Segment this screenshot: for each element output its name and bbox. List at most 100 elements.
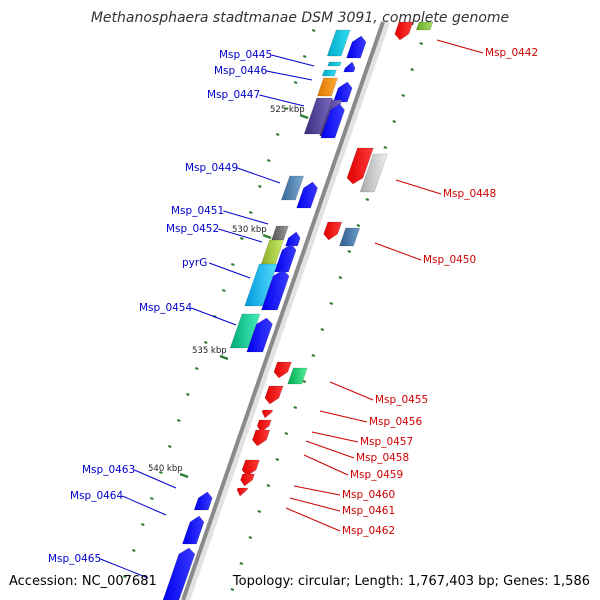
gene-msp-0460-arrow: [241, 459, 260, 477]
gene-label[interactable]: Msp_0442: [485, 47, 538, 59]
tick-mark: [266, 159, 271, 162]
accession-text: Accession: NC_007681: [9, 574, 157, 589]
gene-leader-line: [134, 469, 177, 489]
gene-msp-0450-arrow: [323, 221, 343, 241]
tick-mark: [221, 289, 226, 292]
gene-leader-line: [303, 454, 349, 476]
gene-msp-0461-arrow: [240, 473, 255, 487]
gene-features: [162, 21, 434, 600]
gene-leader-line: [293, 485, 341, 496]
gene-label[interactable]: Msp_0448: [443, 188, 496, 200]
tick-mark: [383, 146, 388, 149]
kbp-marker-label: 535 kbp: [192, 346, 227, 356]
gene-label[interactable]: Msp_0465: [48, 553, 101, 565]
gene-label[interactable]: Msp_0452: [166, 223, 219, 235]
gene-msp-0455-arrow: [273, 361, 292, 379]
gene-msp-0447-block: [317, 77, 338, 97]
tick-mark: [392, 120, 397, 123]
gene-msp-0445-block: [326, 29, 351, 57]
gene-msp-0451-arrow: [285, 231, 301, 247]
kbp-marker-label: 540 kbp: [148, 464, 183, 474]
gene-label[interactable]: Msp_0456: [369, 416, 422, 428]
tick-mark: [248, 211, 253, 214]
gene-block-purple: [303, 97, 334, 135]
tick-mark: [284, 432, 289, 435]
kbp-marker-tick: [219, 354, 229, 361]
tick-mark: [257, 185, 262, 188]
gene-leader-line: [329, 381, 374, 401]
gene-msp-0449-arrow: [296, 181, 318, 209]
gene-leader-line: [191, 307, 237, 326]
gene-label[interactable]: Msp_0445: [219, 49, 272, 61]
gene-label[interactable]: Msp_0451: [171, 205, 224, 217]
kbp-marker-label: 525 kbp: [270, 105, 305, 115]
gene-leader-line: [374, 242, 422, 261]
genome-stats-text: Topology: circular; Length: 1,767,403 bp…: [232, 574, 590, 589]
gene-label[interactable]: Msp_0459: [350, 469, 403, 481]
gene-leader-line: [100, 558, 149, 579]
genome-backbone-shadow: [182, 20, 390, 600]
tick-mark: [248, 536, 253, 539]
tick-mark: [356, 224, 361, 227]
gene-label[interactable]: Msp_0458: [356, 452, 409, 464]
tick-mark: [230, 263, 235, 266]
gene-msp-0448-block: [359, 153, 388, 193]
tick-mark: [122, 575, 127, 578]
tick-mark: [347, 250, 352, 253]
tick-mark: [239, 562, 244, 565]
gene-leader-line: [289, 497, 341, 512]
gene-msp-0465-arrow: [162, 547, 196, 600]
gene-label[interactable]: Msp_0449: [185, 162, 238, 174]
gene-label[interactable]: Msp_0447: [207, 89, 260, 101]
tick-mark: [131, 549, 136, 552]
gene-pyrg-arrow: [261, 269, 290, 311]
gene-leader-line: [266, 70, 313, 81]
gene-msp-0442-block: [415, 21, 434, 31]
gene-label[interactable]: Msp_0455: [375, 394, 428, 406]
gene-leader-line: [237, 167, 281, 184]
gene-msp-0463-arrow: [193, 491, 213, 511]
tick-mark: [257, 510, 262, 513]
gene-label[interactable]: Msp_0446: [214, 65, 267, 77]
gene-leader-line: [285, 507, 341, 532]
tick-mark: [419, 42, 424, 45]
tick-mark: [320, 328, 325, 331]
kbp-marker-tick: [299, 113, 309, 120]
gene-label[interactable]: Msp_0464: [70, 490, 123, 502]
gene-msp-0458-arrow: [256, 419, 272, 433]
gene-leader-line: [122, 495, 167, 516]
gene-label[interactable]: Msp_0450: [423, 254, 476, 266]
gene-leader-line: [319, 410, 368, 423]
tick-mark: [158, 471, 163, 474]
gene-leader-line: [223, 210, 269, 225]
gene-msp-0455-block: [287, 367, 308, 385]
gene-msp-0459-arrow: [252, 429, 271, 447]
gene-msp-0464-arrow: [182, 515, 205, 545]
gene-msp-0450-block: [339, 227, 361, 247]
gene-leader-line: [395, 179, 442, 195]
gene-label[interactable]: Msp_0457: [360, 436, 413, 448]
gene-label[interactable]: Msp_0460: [342, 489, 395, 501]
gene-label[interactable]: Msp_0463: [82, 464, 135, 476]
gene-leader-line: [311, 431, 359, 443]
tick-mark: [329, 302, 334, 305]
tick-mark: [230, 588, 235, 591]
tick-mark: [410, 68, 415, 71]
gene-msp-0457-arrow: [261, 409, 274, 419]
tick-mark: [149, 497, 154, 500]
gene-msp-0462-arrow: [236, 487, 249, 497]
tick-mark: [401, 94, 406, 97]
gene-leader-line: [209, 262, 251, 279]
gene-msp-0454-arrow: [246, 317, 273, 353]
gene-msp-0442-arrow: [394, 21, 414, 41]
gene-msp-0449-block: [281, 175, 305, 201]
gene-msp-0447-arrow: [332, 81, 353, 103]
tick-mark: [194, 367, 199, 370]
gene-label[interactable]: Msp_0454: [139, 302, 192, 314]
gene-label[interactable]: pyrG: [182, 257, 207, 269]
tick-mark: [302, 55, 307, 58]
tick-mark: [176, 419, 181, 422]
gene-leader-line: [305, 440, 355, 459]
gene-label[interactable]: Msp_0461: [342, 505, 395, 517]
gene-label[interactable]: Msp_0462: [342, 525, 395, 537]
